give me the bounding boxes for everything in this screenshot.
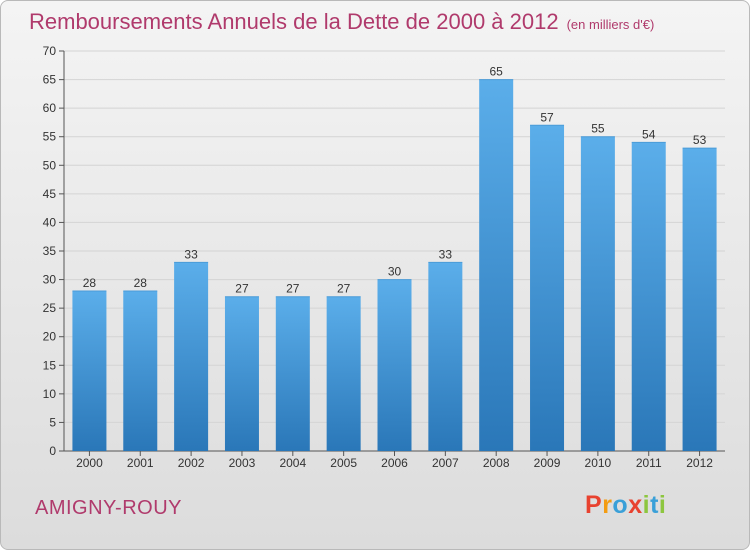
y-tick-label: 55 <box>43 130 57 144</box>
bar-2002 <box>174 262 209 451</box>
data-label-2004: 27 <box>286 282 300 296</box>
y-tick-label: 30 <box>43 273 57 287</box>
bar-2000 <box>72 291 107 451</box>
y-tick-label: 65 <box>43 73 57 87</box>
chart-title: Remboursements Annuels de la Dette de 20… <box>29 9 654 35</box>
x-tick-label-2001: 2001 <box>127 456 154 470</box>
bar-2005 <box>326 296 361 451</box>
bar-2008 <box>479 79 514 452</box>
data-label-2005: 27 <box>337 282 351 296</box>
y-tick-label: 35 <box>43 244 57 258</box>
data-label-2011: 54 <box>642 127 656 141</box>
y-tick-label: 5 <box>49 415 56 429</box>
bar-2011 <box>631 142 666 451</box>
y-tick-label: 0 <box>49 444 56 458</box>
logo-letter: t <box>650 491 659 519</box>
x-tick-label-2007: 2007 <box>432 456 459 470</box>
data-label-2009: 57 <box>540 110 554 124</box>
x-tick-label-2000: 2000 <box>76 456 103 470</box>
data-label-2002: 33 <box>184 247 198 261</box>
y-tick-label: 60 <box>43 101 57 115</box>
data-label-2007: 33 <box>439 247 453 261</box>
chart-subtitle: (en milliers d'€) <box>566 17 655 32</box>
x-tick-label-2010: 2010 <box>585 456 612 470</box>
data-label-2012: 53 <box>693 133 707 147</box>
bar-2003 <box>224 296 259 451</box>
x-tick-label-2012: 2012 <box>686 456 713 470</box>
commune-name: AMIGNY-ROUY <box>35 497 183 519</box>
chart-title-text: Remboursements Annuels de la Dette de 20… <box>29 9 559 34</box>
bar-2007 <box>428 262 463 451</box>
x-tick-label-2011: 2011 <box>636 456 662 470</box>
logo-letter: r <box>602 491 613 519</box>
data-label-2001: 28 <box>134 276 148 290</box>
x-tick-label-2008: 2008 <box>483 456 510 470</box>
y-tick-label: 20 <box>43 330 57 344</box>
x-tick-label-2006: 2006 <box>381 456 408 470</box>
labels: 0 5 10 15 20 25 30 35 40 45 50 55 60 65 70 28 2000 28 2001… <box>43 44 714 470</box>
data-label-2003: 27 <box>235 282 249 296</box>
data-label-2000: 28 <box>83 276 97 290</box>
y-tick-label: 10 <box>43 387 57 401</box>
y-tick-label: 15 <box>43 358 57 372</box>
bar-2004 <box>275 296 310 451</box>
x-tick-label-2003: 2003 <box>229 456 256 470</box>
x-tick-label-2005: 2005 <box>330 456 357 470</box>
bar-2012 <box>682 148 717 451</box>
bars <box>72 79 717 452</box>
logo-letter: x <box>628 491 643 519</box>
y-tick-label: 25 <box>43 301 57 315</box>
logo-letter: o <box>612 491 629 519</box>
bar-2006 <box>377 279 412 451</box>
logo-letter: P <box>585 491 603 519</box>
data-label-2010: 55 <box>591 122 605 136</box>
bar-2009 <box>530 125 565 452</box>
data-label-2008: 65 <box>490 65 504 79</box>
logo-letter: i <box>642 491 651 519</box>
proxiti-logo[interactable]: Proxiti <box>585 491 666 520</box>
y-tick-label: 45 <box>43 187 57 201</box>
x-tick-label-2009: 2009 <box>534 456 561 470</box>
bar-2010 <box>580 136 615 451</box>
y-tick-label: 50 <box>43 158 57 172</box>
x-tick-label-2004: 2004 <box>279 456 306 470</box>
data-label-2006: 30 <box>388 265 402 279</box>
x-tick-label-2002: 2002 <box>178 456 205 470</box>
y-tick-label: 40 <box>43 215 57 229</box>
y-tick-label: 70 <box>43 44 57 58</box>
bar-2001 <box>123 291 158 451</box>
logo-letter: i <box>658 491 667 519</box>
